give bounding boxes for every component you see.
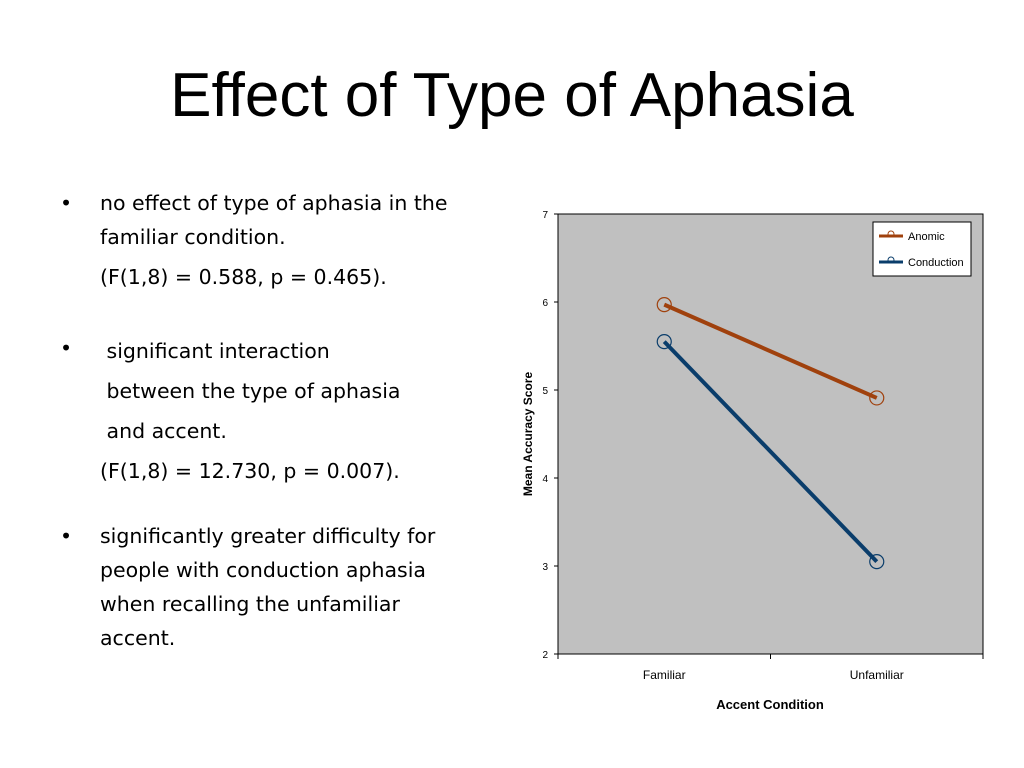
- bullet-item-2: • significant interaction between the ty…: [60, 331, 500, 491]
- y-axis-title: Mean Accuracy Score: [521, 372, 535, 497]
- y-tick-label: 3: [542, 562, 548, 573]
- data-point-conduction: [656, 334, 672, 350]
- data-point-conduction: [869, 554, 885, 570]
- y-tick-label: 4: [542, 474, 548, 485]
- accuracy-line-chart: 2 3 4 5 6 7 Familiar Unfamiliar Anomic Conducti…: [521, 210, 984, 712]
- x-axis: Familiar Unfamiliar: [557, 654, 984, 682]
- bullet-item-3: • significantly greater difficulty for p…: [60, 519, 500, 655]
- bullet-item-1: • no effect of type of aphasia in the fa…: [60, 186, 500, 294]
- y-axis: 2 3 4 5 6 7: [542, 210, 558, 661]
- y-tick-label: 6: [542, 298, 548, 309]
- bullet-text: and accent.: [100, 419, 227, 443]
- bullet-list: • no effect of type of aphasia in the fa…: [60, 186, 500, 655]
- bullet-marker: •: [60, 524, 73, 548]
- bullet-text: significantly greater difficulty for: [100, 524, 436, 548]
- bullet-marker: •: [60, 191, 73, 215]
- plot-area: [557, 213, 984, 655]
- slide-title: Effect of Type of Aphasia: [170, 61, 854, 130]
- legend-label: Conduction: [908, 257, 964, 269]
- legend-marker: [887, 230, 895, 238]
- series-layer: [656, 297, 885, 570]
- bullet-text: when recalling the unfamiliar: [100, 592, 400, 616]
- bullet-stat: (F(1,8) = 0.588, p = 0.465).: [100, 265, 387, 289]
- bullet-stat: (F(1,8) = 12.730, p = 0.007).: [100, 459, 400, 483]
- bullet-text: accent.: [100, 626, 176, 650]
- data-point-anomic: [656, 297, 672, 313]
- x-axis-title: Accent Condition: [716, 697, 824, 712]
- series-line-conduction: [662, 340, 879, 563]
- bullet-text: people with conduction aphasia: [100, 558, 426, 582]
- x-tick-label: Familiar: [643, 668, 686, 682]
- series-line-anomic: [663, 302, 878, 400]
- data-point-anomic: [869, 390, 885, 406]
- bullet-marker: •: [60, 336, 73, 360]
- bullet-text: between the type of aphasia: [100, 379, 401, 403]
- bullet-text: significant interaction: [100, 339, 330, 363]
- bullet-text: familiar condition.: [100, 225, 286, 249]
- x-tick-label: Unfamiliar: [850, 668, 904, 682]
- y-tick-label: 5: [542, 386, 548, 397]
- y-tick-label: 2: [542, 650, 548, 661]
- legend: Anomic Conduction: [872, 221, 972, 277]
- legend-marker: [887, 256, 895, 264]
- y-tick-label: 7: [542, 210, 548, 221]
- legend-label: Anomic: [908, 231, 945, 243]
- bullet-text: no effect of type of aphasia in the: [100, 191, 448, 215]
